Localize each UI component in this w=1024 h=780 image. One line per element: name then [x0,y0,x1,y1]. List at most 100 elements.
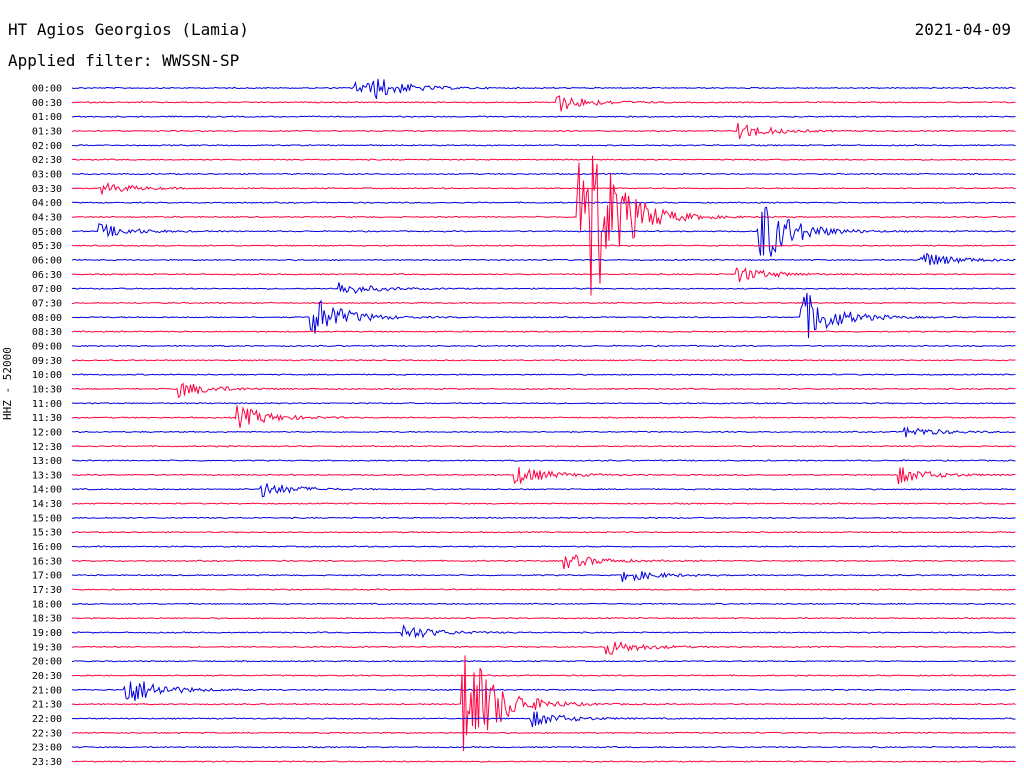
time-tick-label: 10:00 [32,370,62,381]
time-tick-label: 14:00 [32,485,62,496]
trace-row-2000 [71,659,1016,663]
time-tick-label: 19:30 [32,642,62,653]
time-tick-label: 22:30 [32,728,62,739]
trace-group [71,78,1016,763]
trace-row-1030 [71,382,1016,399]
trace-row-2330 [71,760,1016,763]
time-tick-label: 18:00 [32,599,62,610]
trace-row-1300 [71,459,1016,462]
trace-row-0400 [71,201,1016,204]
time-tick-label: 00:00 [32,84,62,95]
trace-row-2200 [71,711,1016,728]
time-tick-label: 21:00 [32,685,62,696]
time-tick-label: 12:30 [32,442,62,453]
time-tick-label: 23:00 [32,743,62,754]
time-tick-label: 23:30 [32,757,62,768]
time-tick-label: 06:30 [32,270,62,281]
plot-date: 2021-04-09 [914,20,1011,39]
time-tick-label: 08:00 [32,313,62,324]
time-tick-label: 11:00 [32,399,62,410]
trace-row-0600 [71,252,1016,266]
time-tick-label: 15:00 [32,513,62,524]
filter-line: Applied filter: WWSSN-SP [8,51,239,70]
trace-row-0830 [71,330,1016,333]
trace-row-0330 [71,181,1016,195]
trace-row-0130 [71,122,1016,140]
trace-row-0500 [71,206,1016,257]
time-tick-label: 20:00 [32,657,62,668]
time-tick-label: 13:30 [32,470,62,481]
time-tick-label: 03:30 [32,184,62,195]
trace-row-0930 [71,359,1016,362]
time-tick-label: 08:30 [32,327,62,338]
trace-row-1630 [71,554,1016,570]
trace-row-1800 [71,602,1016,606]
trace-row-0030 [71,95,1016,112]
time-tick-label: 20:30 [32,671,62,682]
trace-row-2300 [71,745,1016,749]
trace-row-1700 [71,571,1016,582]
trace-row-1900 [71,624,1016,639]
time-tick-label: 05:30 [32,241,62,252]
trace-row-2230 [71,731,1016,735]
time-tick-label: 11:30 [32,413,62,424]
time-tick-label: 09:30 [32,356,62,367]
time-tick-label: 18:30 [32,614,62,625]
trace-row-0230 [71,158,1016,161]
trace-row-0530 [71,244,1016,247]
trace-row-0300 [71,172,1016,176]
time-tick-label: 16:00 [32,542,62,553]
time-tick-label: 12:00 [32,427,62,438]
time-tick-label: 10:30 [32,384,62,395]
time-tick-label: 04:00 [32,198,62,209]
trace-row-1000 [71,373,1016,376]
trace-row-0900 [71,344,1016,348]
time-tick-label: 17:30 [32,585,62,596]
trace-row-2130 [71,655,1016,751]
time-tick-label: 05:00 [32,227,62,238]
trace-row-0200 [71,144,1016,147]
time-tick-label: 22:00 [32,714,62,725]
time-tick-label: 01:00 [32,112,62,123]
time-tick-label: 09:00 [32,341,62,352]
filter-value: WWSSN-SP [162,51,240,70]
time-tick-label: 02:30 [32,155,62,166]
trace-row-0800 [71,292,1016,338]
trace-row-1400 [71,483,1016,498]
tick-label-group: 00:00 00:30 01:00 01:30 02:00 02:30 03:00 03:30… [32,84,62,769]
trace-row-2030 [71,674,1016,677]
time-tick-label: 17:00 [32,571,62,582]
trace-row-1730 [71,588,1016,591]
time-tick-label: 06:00 [32,255,62,266]
trace-row-1100 [71,402,1016,405]
time-tick-label: 04:30 [32,212,62,223]
time-tick-label: 15:30 [32,528,62,539]
trace-row-1600 [71,545,1016,548]
trace-row-1130 [71,405,1016,429]
time-tick-label: 13:00 [32,456,62,467]
time-tick-label: 02:00 [32,141,62,152]
trace-row-2100 [71,681,1016,702]
time-tick-label: 03:00 [32,169,62,180]
time-tick-label: 01:30 [32,126,62,137]
trace-row-0430 [71,155,1016,296]
filter-label: Applied filter: [8,51,153,70]
trace-row-1230 [71,444,1016,448]
time-tick-label: 21:30 [32,700,62,711]
trace-row-1530 [71,531,1016,534]
trace-row-1830 [71,616,1016,620]
trace-row-0100 [71,115,1016,118]
time-tick-label: 07:30 [32,298,62,309]
time-tick-label: 16:30 [32,556,62,567]
trace-row-0700 [71,282,1016,295]
trace-row-1330 [71,466,1016,485]
trace-row-1200 [71,426,1016,438]
trace-row-1930 [71,640,1016,655]
time-tick-label: 19:00 [32,628,62,639]
trace-row-0730 [72,301,1016,305]
time-tick-label: 00:30 [32,98,62,109]
time-tick-label: 07:00 [32,284,62,295]
trace-row-1430 [71,502,1016,505]
station-title: HT Agios Georgios (Lamia) [8,20,249,39]
